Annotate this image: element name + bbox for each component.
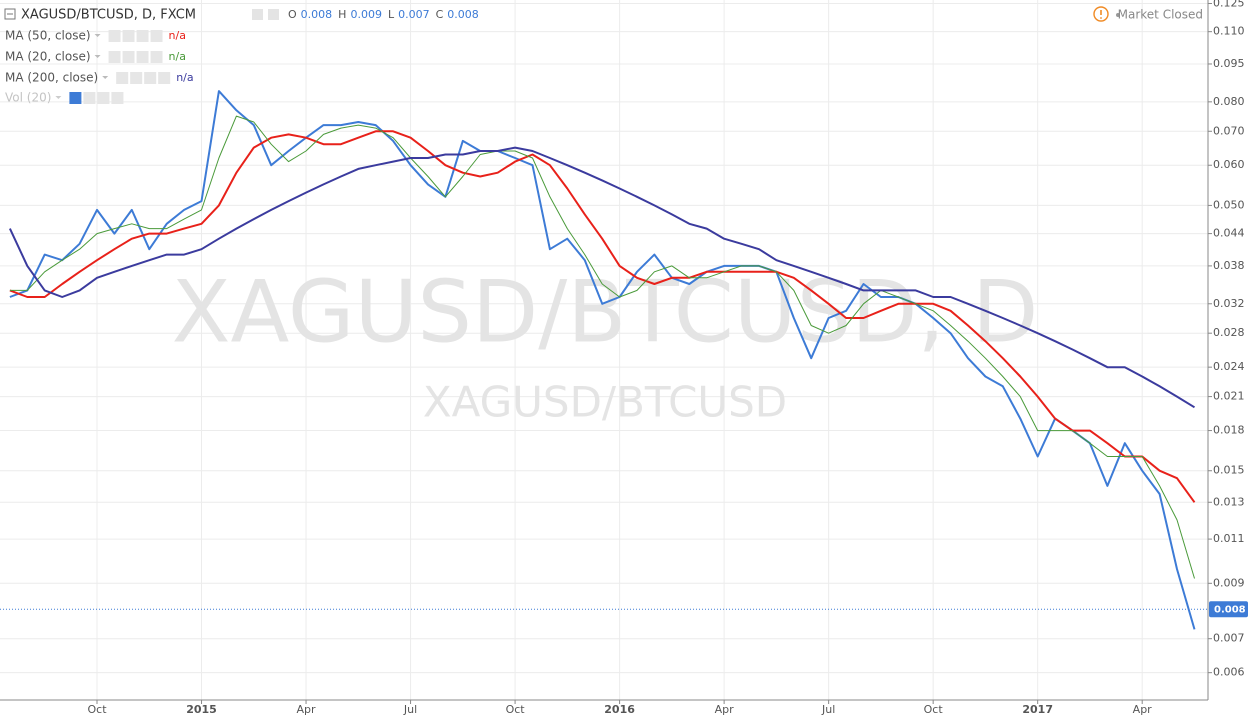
- series-line: [9, 130, 1196, 503]
- y-tick-label: 0.024: [1213, 360, 1245, 373]
- x-tick-label: Apr: [715, 703, 735, 716]
- legend-dropdown[interactable]: [94, 34, 101, 37]
- ohlc-key: O: [288, 8, 297, 21]
- legend-icon[interactable]: [122, 51, 135, 63]
- legend-icon[interactable]: [116, 72, 129, 84]
- legend-icon[interactable]: [144, 72, 157, 84]
- legend-label[interactable]: MA (20, close): [5, 50, 91, 64]
- legend: XAGUSD/BTCUSD, D, FXCM Market Closed O 0.…: [4, 6, 1203, 105]
- y-tick-label: 0.050: [1213, 198, 1245, 211]
- market-status: Market Closed: [1118, 8, 1203, 22]
- collapse-icon[interactable]: [4, 8, 16, 20]
- y-tick-label: 0.007: [1213, 632, 1245, 645]
- plot: [8, 90, 1196, 630]
- watermark-sub: XAGUSD/BTCUSD: [423, 378, 787, 427]
- symbol-title[interactable]: XAGUSD/BTCUSD, D, FXCM: [21, 8, 196, 23]
- legend-icon[interactable]: [108, 51, 121, 63]
- y-tick-label: 0.038: [1213, 259, 1245, 272]
- legend-icon[interactable]: [108, 30, 121, 42]
- ohlc-value: 0.008: [301, 8, 333, 21]
- x-tick-label: Oct: [506, 703, 526, 716]
- x-tick-label: Oct: [924, 703, 944, 716]
- ohlc-value: 0.009: [350, 8, 382, 21]
- ohlc-value: 0.007: [398, 8, 430, 21]
- grid: [0, 0, 1208, 700]
- y-tick-label: 0.095: [1213, 57, 1245, 70]
- y-tick-label: 0.044: [1213, 227, 1245, 240]
- y-tick-label: 0.060: [1213, 158, 1245, 171]
- x-tick-label: Apr: [297, 703, 317, 716]
- y-tick-label: 0.011: [1213, 532, 1245, 545]
- header-icon[interactable]: [252, 9, 263, 20]
- legend-dropdown[interactable]: [55, 96, 62, 99]
- x-tick-label: Oct: [87, 703, 107, 716]
- legend-icon[interactable]: [136, 30, 149, 42]
- legend-icon[interactable]: [158, 72, 171, 84]
- x-tick-label: 2016: [604, 703, 635, 716]
- last-price-box: [1209, 601, 1248, 618]
- ohlc-key: H: [338, 8, 346, 21]
- series-line: [9, 90, 1196, 630]
- x-tick-label: 2017: [1022, 703, 1053, 716]
- status-icon-dot: [1100, 17, 1102, 19]
- x-tick-label: Jul: [821, 703, 835, 716]
- ohlc-value: 0.008: [447, 8, 479, 21]
- y-tick-label: 0.028: [1213, 326, 1245, 339]
- header-icon[interactable]: [268, 9, 279, 20]
- legend-value: n/a: [169, 50, 186, 63]
- y-tick-label: 0.009: [1213, 576, 1245, 589]
- legend-icon[interactable]: [130, 72, 143, 84]
- ohlc-key: L: [388, 8, 395, 21]
- legend-icon[interactable]: [83, 92, 96, 104]
- x-tick-label: 2015: [186, 703, 217, 716]
- series-line: [9, 115, 1195, 579]
- y-tick-label: 0.018: [1213, 424, 1245, 437]
- legend-dropdown[interactable]: [102, 76, 109, 79]
- legend-value: n/a: [169, 29, 186, 42]
- x-tick-label: Jul: [403, 703, 417, 716]
- y-tick-label: 0.013: [1213, 495, 1245, 508]
- legend-label[interactable]: MA (50, close): [5, 29, 91, 43]
- status-dot: [1116, 13, 1120, 17]
- last-price-label: 0.008: [1214, 604, 1246, 615]
- legend-icon[interactable]: [150, 51, 163, 63]
- legend-label[interactable]: MA (200, close): [5, 71, 98, 85]
- legend-icon[interactable]: [111, 92, 124, 104]
- legend-icon[interactable]: [136, 51, 149, 63]
- series-line: [8, 146, 1196, 409]
- y-tick-label: 0.032: [1213, 297, 1245, 310]
- x-tick-label: Apr: [1133, 703, 1153, 716]
- y-tick-label: 0.006: [1213, 666, 1245, 679]
- ohlc-key: C: [436, 8, 444, 21]
- legend-value: n/a: [176, 71, 193, 84]
- y-tick-label: 0.021: [1213, 390, 1245, 403]
- y-tick-label: 0.080: [1213, 95, 1245, 108]
- legend-icon[interactable]: [122, 30, 135, 42]
- y-tick-label: 0.070: [1213, 124, 1245, 137]
- y-tick-label: 0.015: [1213, 464, 1245, 477]
- y-tick-label: 0.125: [1213, 0, 1245, 9]
- legend-icon[interactable]: [97, 92, 110, 104]
- volume-label[interactable]: Vol (20): [5, 91, 51, 105]
- legend-icon[interactable]: [150, 30, 163, 42]
- legend-icon-active[interactable]: [69, 92, 82, 104]
- status-icon: [1093, 6, 1109, 22]
- y-tick-label: 0.110: [1213, 25, 1245, 38]
- watermark: XAGUSD/BTCUSD, D: [172, 262, 1039, 362]
- legend-dropdown[interactable]: [94, 55, 101, 58]
